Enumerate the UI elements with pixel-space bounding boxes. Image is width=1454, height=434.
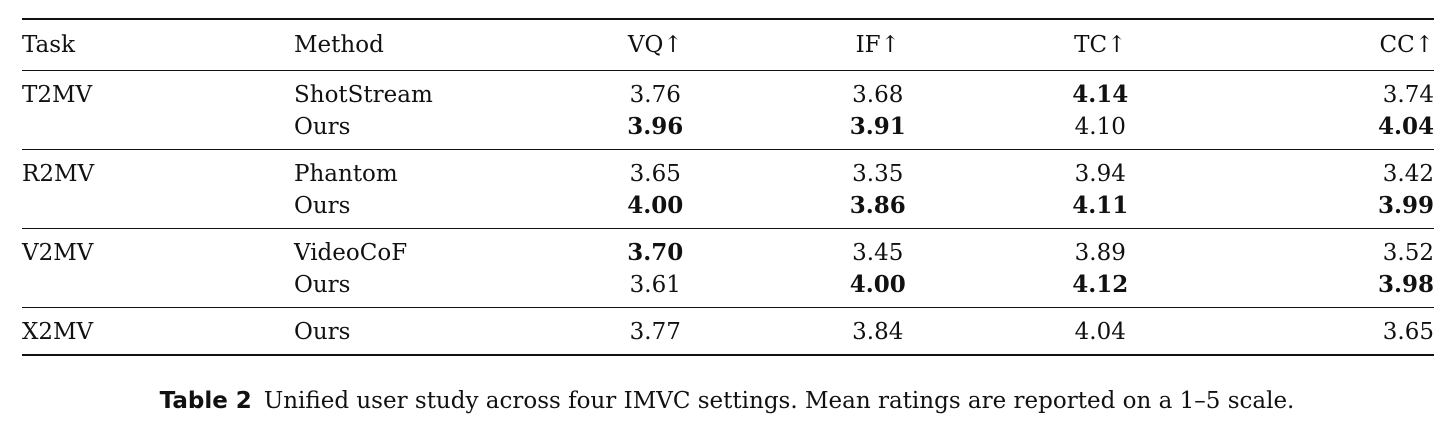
vq-cell: 3.96 bbox=[627, 113, 684, 140]
results-table: Task Method VQ↑ IF↑ TC↑ CC↑ T2MV ShotStr… bbox=[22, 18, 1434, 356]
method-cell: Ours bbox=[294, 307, 544, 356]
tc-cell: 3.89 bbox=[989, 228, 1212, 269]
tc-cell: 4.12 bbox=[1072, 271, 1129, 298]
if-cell: 3.45 bbox=[766, 228, 989, 269]
method-cell: Ours bbox=[294, 114, 351, 140]
cc-cell: 3.42 bbox=[1211, 149, 1434, 190]
vq-cell: 3.70 bbox=[544, 228, 767, 269]
group-v2mv: V2MV VideoCoF 3.70 3.45 3.89 3.52 Ours 3… bbox=[22, 228, 1434, 308]
header-method: Method bbox=[294, 18, 544, 71]
vq-cell: 3.76 bbox=[629, 82, 681, 108]
tc-cell: 4.04 bbox=[989, 307, 1212, 356]
task-cell: V2MV bbox=[22, 228, 294, 269]
method-cell: Phantom bbox=[294, 149, 544, 190]
if-cell: 3.91 bbox=[849, 113, 906, 140]
vq-cell: 3.61 bbox=[629, 272, 681, 298]
vq-cell: 3.77 bbox=[544, 307, 767, 356]
task-cell: R2MV bbox=[22, 149, 294, 190]
group-t2mv: T2MV ShotStream 3.76 3.68 4.14 3.74 Ours… bbox=[22, 71, 1434, 150]
table-row: Ours 3.96 3.91 4.10 4.04 bbox=[22, 111, 1434, 150]
task-cell bbox=[22, 111, 294, 150]
method-cell: VideoCoF bbox=[294, 228, 544, 269]
cc-cell: 3.98 bbox=[1377, 271, 1434, 298]
task-cell: X2MV bbox=[22, 307, 294, 356]
header-tc: TC↑ bbox=[989, 18, 1212, 71]
method-cell: ShotStream bbox=[294, 82, 433, 108]
table-row: Ours 3.61 4.00 4.12 3.98 bbox=[22, 269, 1434, 308]
vq-cell: 4.00 bbox=[627, 192, 684, 219]
table-row: Ours 4.00 3.86 4.11 3.99 bbox=[22, 190, 1434, 229]
table-row: R2MV Phantom 3.65 3.35 3.94 3.42 bbox=[22, 149, 1434, 190]
cc-cell: 4.04 bbox=[1377, 113, 1434, 140]
results-table-container: Task Method VQ↑ IF↑ TC↑ CC↑ T2MV ShotStr… bbox=[22, 18, 1434, 356]
if-cell: 3.86 bbox=[849, 192, 906, 219]
if-cell: 4.00 bbox=[849, 271, 906, 298]
table-header-row: Task Method VQ↑ IF↑ TC↑ CC↑ bbox=[22, 18, 1434, 71]
header-cc: CC↑ bbox=[1211, 18, 1434, 71]
method-cell: Ours bbox=[294, 272, 351, 298]
header-vq: VQ↑ bbox=[544, 18, 767, 71]
tc-cell: 4.14 bbox=[1072, 81, 1129, 108]
cc-cell: 3.65 bbox=[1211, 307, 1434, 356]
caption-text: Unified user study across four IMVC sett… bbox=[263, 388, 1295, 414]
header-if: IF↑ bbox=[766, 18, 989, 71]
table-row: X2MV Ours 3.77 3.84 4.04 3.65 bbox=[22, 307, 1434, 356]
table-caption: Table 2 Unified user study across four IM… bbox=[0, 388, 1454, 414]
tc-cell: 4.11 bbox=[1072, 192, 1129, 219]
table-row: T2MV ShotStream 3.76 3.68 4.14 3.74 bbox=[22, 71, 1434, 112]
task-cell bbox=[22, 190, 294, 229]
group-x2mv: X2MV Ours 3.77 3.84 4.04 3.65 bbox=[22, 307, 1434, 356]
vq-cell: 3.65 bbox=[544, 149, 767, 190]
cc-cell: 3.52 bbox=[1211, 228, 1434, 269]
group-r2mv: R2MV Phantom 3.65 3.35 3.94 3.42 Ours 4.… bbox=[22, 149, 1434, 229]
tc-cell: 3.94 bbox=[989, 149, 1212, 190]
method-cell: Ours bbox=[294, 193, 351, 219]
task-cell bbox=[22, 269, 294, 308]
table-row: V2MV VideoCoF 3.70 3.45 3.89 3.52 bbox=[22, 228, 1434, 269]
caption-label: Table 2 bbox=[159, 388, 252, 414]
cc-cell: 3.99 bbox=[1377, 192, 1434, 219]
if-cell: 3.84 bbox=[766, 307, 989, 356]
tc-cell: 4.10 bbox=[1074, 114, 1126, 140]
header-task: Task bbox=[22, 18, 294, 71]
task-cell: T2MV bbox=[22, 82, 93, 108]
cc-cell: 3.74 bbox=[1382, 82, 1434, 108]
if-cell: 3.35 bbox=[766, 149, 989, 190]
if-cell: 3.68 bbox=[852, 82, 904, 108]
